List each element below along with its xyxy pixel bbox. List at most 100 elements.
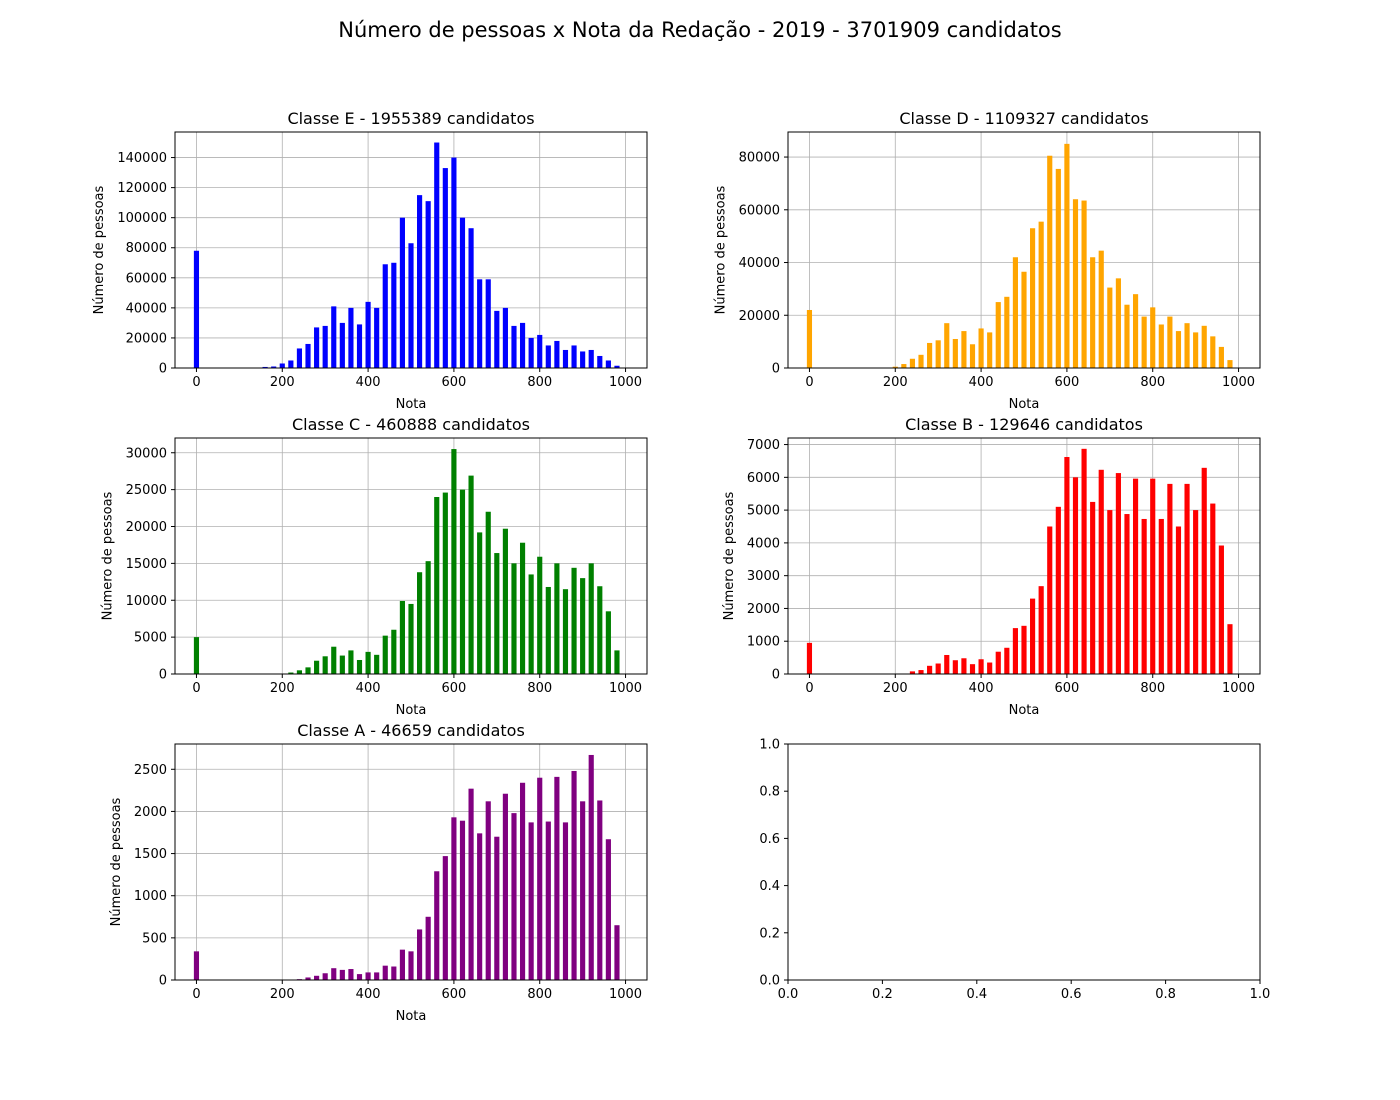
bar [935, 663, 941, 674]
bar [605, 611, 611, 674]
y-tick-label: 3000 [747, 569, 780, 584]
bar [468, 788, 474, 980]
bar [909, 671, 916, 674]
bar [331, 646, 337, 674]
bar [399, 949, 405, 980]
bar [1055, 168, 1061, 368]
bar [296, 348, 303, 368]
bar [391, 966, 397, 980]
bar [1115, 473, 1121, 674]
y-tick-label: 40000 [739, 256, 780, 271]
bar [918, 354, 924, 368]
bar [314, 660, 320, 674]
bar [271, 366, 277, 368]
bar [485, 279, 491, 368]
bar [1167, 316, 1173, 368]
bar [485, 511, 491, 674]
bar [348, 307, 354, 368]
bar [571, 345, 577, 368]
bar [1055, 506, 1061, 674]
y-tick-label: 1500 [134, 847, 167, 862]
bar [1107, 287, 1113, 368]
x-tick-label: 800 [527, 375, 552, 390]
x-tick-label: 0 [192, 681, 200, 696]
chart-title: Classe E - 1955389 candidatos [287, 109, 534, 128]
bar [314, 975, 320, 980]
bar [1038, 586, 1044, 674]
bar [288, 360, 294, 368]
x-tick-label: 0.8 [1155, 987, 1176, 1002]
bar [562, 349, 569, 368]
bar [909, 358, 916, 368]
bar [288, 672, 294, 674]
bar [519, 542, 526, 674]
chart-title: Classe C - 460888 candidatos [292, 415, 530, 434]
bar [1218, 545, 1224, 674]
bar [485, 801, 491, 980]
axes-frame [787, 743, 1261, 981]
y-tick-label: 80000 [739, 151, 780, 166]
figure-title: Número de pessoas x Nota da Redação - 20… [338, 18, 1062, 42]
bar [580, 801, 586, 980]
bar [451, 449, 457, 674]
bar [1167, 483, 1173, 674]
bar [1004, 296, 1010, 368]
bar [935, 340, 941, 368]
x-tick-label: 1.0 [1250, 987, 1271, 1002]
bar [605, 839, 611, 980]
chart-panel-3: 0 200 400 600 800 100005000100001500020000250… [101, 415, 648, 718]
bar [468, 475, 474, 674]
y-tick-label: 5000 [134, 631, 167, 646]
bar [1038, 221, 1044, 368]
bar [1193, 510, 1199, 674]
y-tick-label: 2000 [747, 602, 780, 617]
axes-frame [787, 437, 1261, 675]
bar [1184, 323, 1190, 368]
x-axis-label: Nota [1009, 397, 1040, 412]
y-tick-label: 15000 [126, 557, 167, 572]
bar [502, 528, 508, 674]
bar [961, 331, 967, 368]
bar [193, 951, 200, 980]
bar [356, 974, 363, 980]
y-tick-label: 7000 [747, 438, 780, 453]
bar [1193, 332, 1199, 368]
bar [399, 600, 405, 674]
bar [806, 309, 813, 368]
y-tick-label: 0 [159, 362, 167, 377]
bar [597, 355, 603, 368]
bar [978, 659, 984, 674]
bar [434, 142, 440, 368]
x-tick-label: 1000 [1222, 375, 1255, 390]
bar [262, 366, 268, 368]
y-tick-label: 10000 [126, 594, 167, 609]
bar [605, 360, 611, 368]
bar [1081, 200, 1087, 368]
bar [1064, 143, 1070, 368]
x-tick-label: 400 [969, 375, 994, 390]
bar [451, 157, 457, 368]
y-tick-label: 60000 [126, 271, 167, 286]
y-tick-label: 500 [142, 931, 167, 946]
bar [365, 972, 371, 980]
bar [806, 642, 813, 674]
bar [442, 168, 448, 368]
y-tick-label: 1.0 [759, 738, 780, 753]
bar [442, 492, 448, 674]
bar [296, 670, 303, 674]
y-axis-label: Número de pessoas [109, 797, 124, 926]
bar [322, 973, 328, 980]
bar [331, 968, 337, 980]
y-tick-label: 6000 [747, 471, 780, 486]
bar [1124, 514, 1130, 674]
bar [1175, 331, 1182, 368]
y-axis-label: Número de pessoas [714, 185, 729, 314]
bar [382, 264, 388, 368]
bar [1098, 469, 1104, 674]
x-tick-label: 0 [192, 375, 200, 390]
bar [927, 665, 933, 674]
x-tick-label: 0 [805, 681, 813, 696]
bar [356, 659, 363, 674]
bar [408, 951, 414, 980]
bar [978, 328, 984, 368]
